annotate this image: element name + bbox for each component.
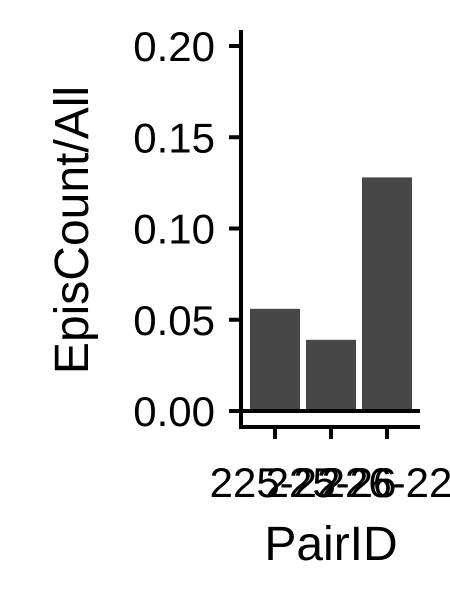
y-tick-label: 0.20 bbox=[133, 23, 215, 70]
x-tick-label: 225-26 bbox=[266, 459, 397, 506]
x-tick-label: 226-22 bbox=[322, 459, 450, 506]
x-axis-title: PairID bbox=[264, 518, 397, 571]
y-tick-label: 0.15 bbox=[133, 114, 215, 161]
y-axis-title: EpisCount/All bbox=[46, 86, 99, 374]
bars-group bbox=[250, 177, 412, 411]
x-tick-label: 225-22 bbox=[210, 459, 341, 506]
bar-225-22 bbox=[250, 308, 300, 411]
bar-225-26 bbox=[306, 339, 356, 411]
y-axis-ticks: 0.00 0.05 0.10 0.15 0.20 bbox=[133, 23, 241, 435]
y-tick-label: 0.10 bbox=[133, 206, 215, 253]
y-tick-label: 0.00 bbox=[133, 388, 215, 435]
y-tick-label: 0.05 bbox=[133, 297, 215, 344]
bar-226-22 bbox=[362, 177, 412, 411]
